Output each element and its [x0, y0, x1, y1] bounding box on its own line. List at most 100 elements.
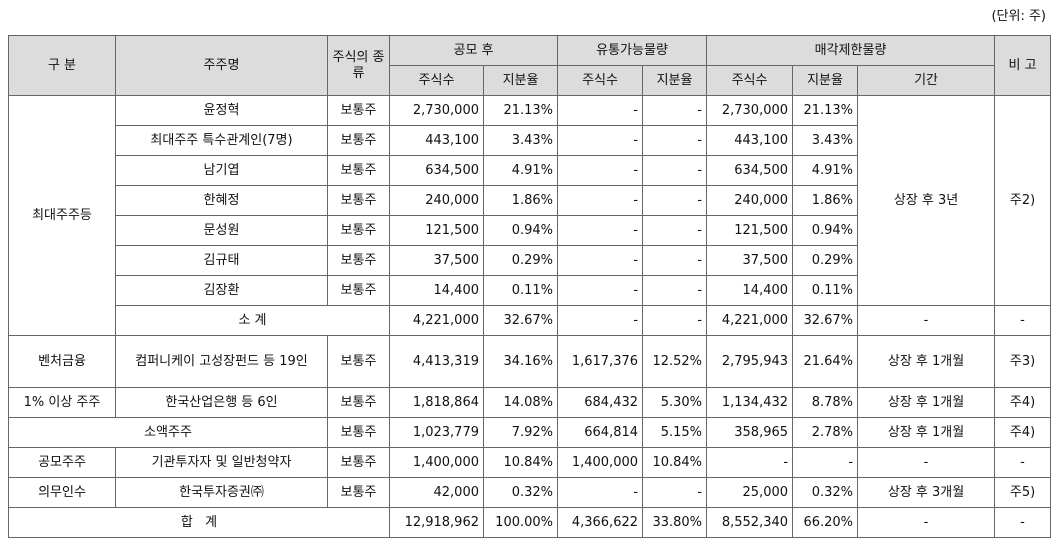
value-cell: 1.86%: [482, 185, 559, 216]
holder-cell: 최대주주 특수관계인(7명): [115, 125, 328, 156]
header-cell: 유통가능물량: [557, 35, 708, 66]
value-cell: 2.78%: [792, 417, 859, 448]
value-cell: 4,413,319: [389, 335, 484, 388]
value-cell: 1,023,779: [389, 417, 484, 448]
value-cell: 4,221,000: [706, 305, 794, 336]
table-row: 1% 이상 주주 한국산업은행 등 6인 보통주 1,818,864 14.08% 684…: [8, 387, 1052, 418]
value-cell: 4,366,622: [557, 507, 644, 538]
header-cell: 주식수: [706, 65, 794, 96]
value-cell: 4,221,000: [389, 305, 484, 336]
value-cell: 21.13%: [482, 95, 559, 126]
value-cell: 14.08%: [482, 387, 559, 418]
value-cell: 684,432: [557, 387, 644, 418]
subtotal-label: 소 계: [115, 305, 390, 336]
value-cell: -: [557, 215, 644, 246]
value-cell: 7.92%: [482, 417, 559, 448]
period-cell: 상장 후 3년: [857, 95, 996, 306]
value-cell: 0.29%: [792, 245, 859, 276]
value-cell: 42,000: [389, 477, 484, 508]
unit-label: (단위: 주): [991, 9, 1046, 24]
value-cell: 주5): [994, 477, 1052, 508]
value-cell: 1.86%: [792, 185, 859, 216]
kind-cell: 보통주: [327, 215, 390, 246]
category-cell: 1% 이상 주주: [8, 387, 116, 418]
value-cell: -: [994, 305, 1052, 336]
value-cell: -: [557, 305, 644, 336]
category-cell: 의무인수: [8, 477, 116, 508]
value-cell: 2,730,000: [389, 95, 484, 126]
value-cell: 25,000: [706, 477, 794, 508]
category-cell: 최대주주등: [8, 95, 116, 336]
kind-cell: 보통주: [327, 387, 390, 418]
value-cell: 121,500: [389, 215, 484, 246]
value-cell: 443,100: [706, 125, 794, 156]
value-cell: -: [857, 305, 996, 336]
kind-cell: 보통주: [327, 275, 390, 306]
value-cell: 4.91%: [792, 155, 859, 186]
table-row: 남기엽 보통주 634,500 4.91% - -634,500 4.91%: [9, 155, 1051, 186]
header-cell: 주식의 종류: [327, 35, 390, 96]
value-cell: -: [642, 125, 708, 156]
value-cell: 상장 후 1개월: [857, 387, 996, 418]
value-cell: 2,795,943: [706, 335, 794, 388]
header-cell: 비 고: [994, 35, 1052, 96]
value-cell: -: [857, 507, 996, 538]
table-row: 의무인수 한국투자증권㈜ 보통주 42,000 0.32% - -25,000 0.32% 상장…: [8, 477, 1052, 508]
value-cell: -: [994, 447, 1052, 478]
kind-cell: 보통주: [327, 185, 390, 216]
header-cell: 주식수: [557, 65, 644, 96]
holder-cell: 남기엽: [115, 155, 328, 186]
value-cell: -: [642, 477, 708, 508]
table-body: 최대주주등 윤정혁 보통주 2,730,000 21.13% - -2,730,000 21.…: [8, 95, 1052, 538]
value-cell: 0.94%: [482, 215, 559, 246]
value-cell: -: [557, 185, 644, 216]
table-row: 소 계 4,221,000 32.67% - -4,221,000 32.67% - -: [9, 305, 1052, 336]
table-row: 벤처금융 컴퍼니케이 고성장펀드 등 19인 보통주 4,413,319 34.16% 1…: [8, 335, 1052, 388]
value-cell: -: [857, 447, 996, 478]
value-cell: 8,552,340: [706, 507, 794, 538]
value-cell: 0.11%: [482, 275, 559, 306]
value-cell: 664,814: [557, 417, 644, 448]
value-cell: -: [557, 125, 644, 156]
value-cell: 8.78%: [792, 387, 859, 418]
holder-cell: 기관투자자 및 일반청약자: [115, 447, 328, 478]
header-cell: 지분율: [642, 65, 708, 96]
value-cell: 0.11%: [792, 275, 859, 306]
value-cell: 100.00%: [482, 507, 559, 538]
value-cell: 32.67%: [482, 305, 559, 336]
value-cell: 5.15%: [642, 417, 708, 448]
value-cell: 37,500: [389, 245, 484, 276]
header-cell: 구 분: [8, 35, 116, 96]
value-cell: 12.52%: [642, 335, 708, 388]
holder-cell: 한국투자증권㈜: [115, 477, 328, 508]
value-cell: -: [642, 185, 708, 216]
value-cell: 443,100: [389, 125, 484, 156]
value-cell: 주3): [994, 335, 1052, 388]
value-cell: 240,000: [389, 185, 484, 216]
table-row: 김규태 보통주 37,500 0.29% - -37,500 0.29%: [9, 245, 1051, 276]
kind-cell: 보통주: [327, 335, 390, 388]
value-cell: 0.32%: [482, 477, 559, 508]
header-cell: 지분율: [792, 65, 859, 96]
value-cell: -: [642, 215, 708, 246]
table-row: 소액주주 보통주 1,023,779 7.92% 664,814 5.15% 358,965…: [8, 417, 1052, 448]
holder-cell: 문성원: [115, 215, 328, 246]
value-cell: 상장 후 1개월: [857, 417, 996, 448]
kind-cell: 보통주: [327, 477, 390, 508]
holder-cell: 컴퍼니케이 고성장펀드 등 19인: [115, 335, 328, 388]
category-cell: 소액주주: [8, 417, 328, 448]
value-cell: 240,000: [706, 185, 794, 216]
value-cell: -: [994, 507, 1052, 538]
value-cell: 21.13%: [792, 95, 859, 126]
value-cell: -: [792, 447, 859, 478]
value-cell: 358,965: [706, 417, 794, 448]
value-cell: -: [642, 245, 708, 276]
value-cell: 0.94%: [792, 215, 859, 246]
kind-cell: 보통주: [327, 95, 390, 126]
shareholder-table: 구 분 주주명 주식의 종류 공모 후 유통가능물량 매각제한물량 비 고 주식…: [8, 35, 1052, 538]
header-cell: 기간: [857, 65, 996, 96]
note-cell: 주2): [994, 95, 1052, 306]
table-row: 최대주주등 윤정혁 보통주 2,730,000 21.13% - -2,730,000 21.…: [8, 95, 1052, 336]
value-cell: 37,500: [706, 245, 794, 276]
